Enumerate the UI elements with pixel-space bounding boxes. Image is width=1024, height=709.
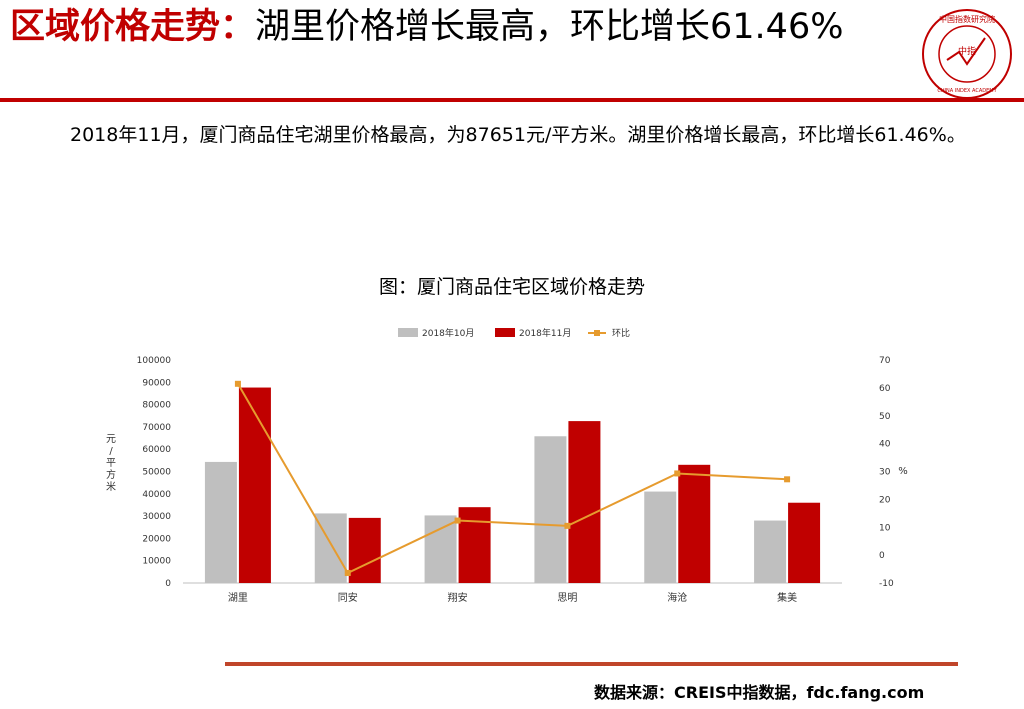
y-tick-label: 0 <box>165 579 171 589</box>
x-tick-label: 湖里 <box>228 592 248 604</box>
y2-tick-label: 30 <box>879 468 891 478</box>
legend-label: 环比 <box>612 327 630 339</box>
mom-point <box>234 380 241 387</box>
mom-point <box>564 522 571 529</box>
bar-nov <box>568 421 601 583</box>
y-tick-label: 60000 <box>142 445 171 455</box>
bar-oct <box>424 515 457 583</box>
page-title-rest: 湖里价格增长最高，环比增长61.46% <box>255 7 844 47</box>
y2-axis-label: % <box>898 466 908 477</box>
bar-oct <box>534 436 567 583</box>
mom-point <box>454 517 461 524</box>
y2-tick-label: 50 <box>879 412 891 422</box>
bar-nov <box>678 464 711 583</box>
y-tick-label: 90000 <box>142 378 171 388</box>
title-divider <box>0 98 1024 102</box>
y-axis-label-char: 方 <box>106 468 116 481</box>
legend-marker <box>594 330 600 336</box>
x-tick-label: 海沧 <box>667 591 687 604</box>
data-source: 数据来源：CREIS中指数据，fdc.fang.com <box>594 683 925 702</box>
y-axis-label-char: / <box>109 446 113 457</box>
y-tick-label: 50000 <box>142 468 171 478</box>
mom-point <box>784 476 791 483</box>
x-tick-label: 思明 <box>557 592 577 604</box>
y-axis-label-char: 元 <box>106 434 116 445</box>
y-axis-label-char: 平 <box>106 458 116 469</box>
y-tick-label: 100000 <box>137 356 172 366</box>
x-tick-label: 同安 <box>338 591 358 604</box>
mom-line <box>237 383 788 575</box>
x-tick-label: 集美 <box>777 591 797 604</box>
legend-label: 2018年10月 <box>422 327 474 339</box>
china-index-academy-logo: 中国指数研究院 中指 CHINA INDEX ACADEMY <box>922 9 1012 99</box>
x-tick-label: 翔安 <box>448 591 468 604</box>
y2-tick-label: 20 <box>879 495 891 505</box>
y-tick-label: 30000 <box>142 512 171 522</box>
legend-label: 2018年11月 <box>519 327 571 339</box>
logo-center-text: 中指 <box>958 45 976 57</box>
mom-point <box>674 470 681 477</box>
legend-swatch <box>495 328 515 337</box>
bar-nov <box>788 502 821 583</box>
y-tick-label: 80000 <box>142 401 171 411</box>
y2-tick-label: 70 <box>879 356 891 366</box>
y-tick-label: 10000 <box>142 557 171 567</box>
y2-tick-label: 40 <box>879 440 891 450</box>
bar-nov <box>458 507 491 583</box>
y-tick-label: 20000 <box>142 534 171 544</box>
bar-oct <box>754 520 787 583</box>
footer-divider <box>225 662 958 666</box>
chart-title: 图：厦门商品住宅区域价格走势 <box>378 276 645 298</box>
bar-oct <box>204 461 237 583</box>
y2-tick-label: 10 <box>879 523 891 533</box>
mom-point <box>344 569 351 576</box>
y-tick-label: 40000 <box>142 490 171 500</box>
bar-nov <box>348 517 381 583</box>
logo-bottom-text: CHINA INDEX ACADEMY <box>937 88 997 94</box>
y2-tick-label: 60 <box>879 384 891 394</box>
summary-paragraph: 2018年11月，厦门商品住宅湖里价格最高，为87651元/平方米。湖里价格增长… <box>70 124 966 146</box>
page-title-highlight: 区域价格走势： <box>10 7 256 47</box>
y2-tick-label: -10 <box>879 579 894 589</box>
legend-swatch <box>398 328 418 337</box>
bar-oct <box>644 491 677 583</box>
bar-nov <box>238 387 271 583</box>
y-tick-label: 70000 <box>142 423 171 433</box>
y2-tick-label: 0 <box>879 551 885 561</box>
page-title: 区域价格走势：湖里价格增长最高，环比增长61.46% <box>10 4 910 50</box>
logo-top-text: 中国指数研究院 <box>939 14 995 24</box>
y-axis-label-char: 米 <box>106 480 116 493</box>
